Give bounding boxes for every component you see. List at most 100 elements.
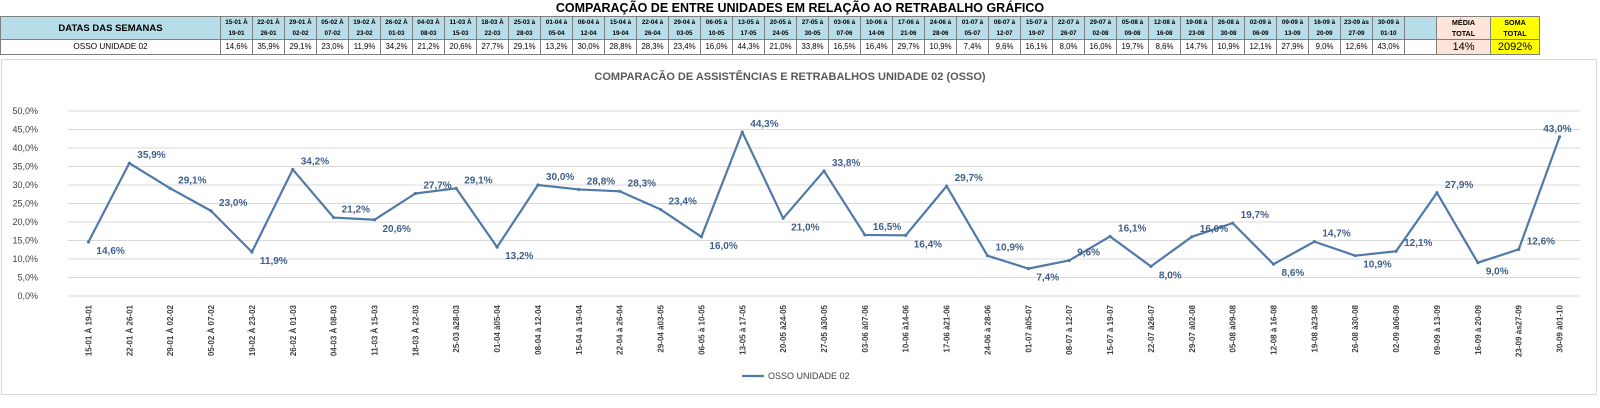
week-value-25: 16,1% (1020, 39, 1053, 55)
week-header-25-line-0: 15-07 à (1025, 19, 1048, 26)
week-header-15-line-0: 06-05 à (705, 19, 728, 26)
week-header-9: 25-03 à 28-03 (508, 16, 541, 40)
data-label-2: 29,1% (178, 175, 206, 186)
week-header-26: 22-07 à 26-07 (1052, 16, 1085, 40)
data-point-14 (658, 207, 663, 212)
data-point-11 (536, 183, 540, 187)
chart-area: COMPARACÃO DE ASSISTÊNCIAS E RETRABALHOS… (1, 59, 1597, 395)
week-header-21-line-0: 17-06 à (897, 19, 920, 26)
x-tick-label-12: 15-04 à 19-04 (575, 304, 584, 354)
data-label-18: 33,8% (832, 158, 860, 169)
data-point-24 (1067, 258, 1071, 263)
data-point-0 (86, 240, 91, 244)
data-point-12 (577, 187, 581, 192)
week-value-21: 29,7% (892, 39, 925, 55)
week-header-24: 08-07 à 12-07 (988, 16, 1021, 40)
week-header-2: 29-01 À 02-02 (284, 16, 317, 40)
data-point-6 (332, 215, 336, 220)
week-header-36-line-0: 30-09 à (1377, 19, 1400, 26)
x-tick-label-26: 22-07 à26-07 (1147, 304, 1156, 352)
week-value-32: 12,1% (1244, 39, 1277, 55)
week-value-35: 12,6% (1340, 39, 1373, 55)
week-value-22: 10,9% (924, 39, 957, 55)
week-header-5-line-1: 01-03 (388, 30, 405, 37)
data-label-6: 21,2% (342, 205, 370, 216)
week-header-17-line-0: 20-05 à (769, 19, 792, 26)
data-label-24: 9,6% (1077, 247, 1100, 258)
data-label-3: 23,0% (219, 198, 247, 209)
week-header-27-line-1: 02-08 (1092, 30, 1109, 37)
week-header-10-line-1: 05-04 (548, 30, 565, 37)
week-value-29: 8,6% (1148, 39, 1181, 55)
data-label-31: 10,9% (1363, 260, 1391, 271)
data-point-36 (1557, 135, 1562, 139)
week-header-24-line-0: 08-07 à (993, 19, 1016, 26)
week-header-5-line-0: 26-02 À (385, 19, 408, 26)
data-label-15: 16,0% (709, 241, 737, 252)
week-header-18-line-1: 30-05 (804, 30, 821, 37)
week-value-15: 16,0% (700, 39, 733, 55)
y-tick-label-6: 30,0% (12, 180, 38, 190)
value-spacer (1404, 39, 1437, 55)
x-tick-label-31: 26-08 à30-08 (1351, 304, 1360, 352)
week-header-14-line-0: 29-04 à (673, 19, 696, 26)
data-point-23 (1026, 267, 1030, 271)
data-label-23: 7,4% (1036, 273, 1059, 284)
week-header-21-line-1: 21-06 (900, 30, 917, 37)
media-total-header: MÉDIA TOTAL (1436, 16, 1491, 40)
week-header-22: 24-06 à 28-06 (924, 16, 957, 40)
data-label-19: 16,5% (873, 222, 901, 233)
data-label-0: 14,6% (96, 246, 124, 257)
week-header-0: 15-01 À 19-01 (220, 16, 253, 40)
x-tick-label-20: 10-06 à14-06 (902, 304, 911, 352)
week-value-12: 28,8% (604, 39, 637, 55)
data-label-30: 14,7% (1322, 229, 1350, 240)
week-header-10-line-0: 01-04 à (545, 19, 568, 26)
week-header-32-line-0: 02-09 à (1249, 19, 1272, 26)
x-tick-label-15: 06-05 à 10-05 (697, 304, 706, 354)
week-header-8-line-0: 18-03 À (481, 19, 504, 26)
x-tick-label-25: 15-07 à 19-07 (1106, 304, 1115, 354)
media-total-header-line-1: TOTAL (1451, 29, 1476, 38)
week-header-6-line-0: 04-03 À (417, 19, 440, 26)
week-header-36-line-1: 01-10 (1380, 30, 1397, 37)
week-value-0: 14,6% (220, 39, 253, 55)
y-tick-label-1: 5,0% (17, 273, 38, 283)
data-label-27: 16,0% (1200, 224, 1228, 235)
week-header-25-line-1: 19-07 (1028, 30, 1045, 37)
data-point-32 (1394, 249, 1398, 253)
week-header-31: 26-08 à 30-08 (1212, 16, 1245, 40)
data-point-10 (495, 245, 499, 249)
data-label-5: 34,2% (301, 156, 329, 167)
data-point-2 (168, 186, 172, 190)
week-header-16: 13-05 à 17-05 (732, 16, 765, 40)
week-header-30-line-1: 23-08 (1188, 30, 1205, 37)
data-point-28 (1231, 221, 1235, 225)
chart-title: COMPARACÃO DE ASSISTÊNCIAS E RETRABALHOS… (594, 70, 985, 83)
x-tick-label-6: 04-03 À 08-03 (330, 304, 339, 356)
week-header-4: 19-02 À 23-02 (348, 16, 381, 40)
week-header-18: 27-05 à 30-05 (796, 16, 829, 40)
x-tick-label-2: 29-01 À 02-02 (166, 304, 175, 356)
data-label-21: 29,7% (955, 173, 983, 184)
data-label-35: 12,6% (1527, 236, 1555, 247)
week-header-31-line-0: 26-08 à (1217, 19, 1240, 26)
week-value-18: 33,8% (796, 39, 829, 55)
week-value-13: 28,3% (636, 39, 669, 55)
week-header-3-line-0: 05-02 À (321, 19, 344, 26)
week-header-27-line-0: 29-07 à (1089, 19, 1112, 26)
data-label-11: 30,0% (546, 172, 574, 183)
data-point-17 (781, 216, 785, 220)
data-point-18 (822, 169, 826, 173)
data-point-15 (699, 235, 704, 239)
week-value-16: 44,3% (732, 39, 765, 55)
data-label-32: 12,1% (1404, 238, 1432, 249)
week-value-20: 16,4% (860, 39, 893, 55)
week-value-31: 10,9% (1212, 39, 1245, 55)
line-chart: COMPARACÃO DE ASSISTÊNCIAS E RETRABALHOS… (12, 70, 1580, 381)
week-header-6: 04-03 À 08-03 (412, 16, 445, 40)
week-header-24-line-1: 12-07 (996, 30, 1013, 37)
x-tick-label-1: 22-01 À 26-01 (125, 304, 134, 356)
data-label-12: 28,8% (587, 176, 615, 187)
week-header-12: 15-04 à 19-04 (604, 16, 637, 40)
